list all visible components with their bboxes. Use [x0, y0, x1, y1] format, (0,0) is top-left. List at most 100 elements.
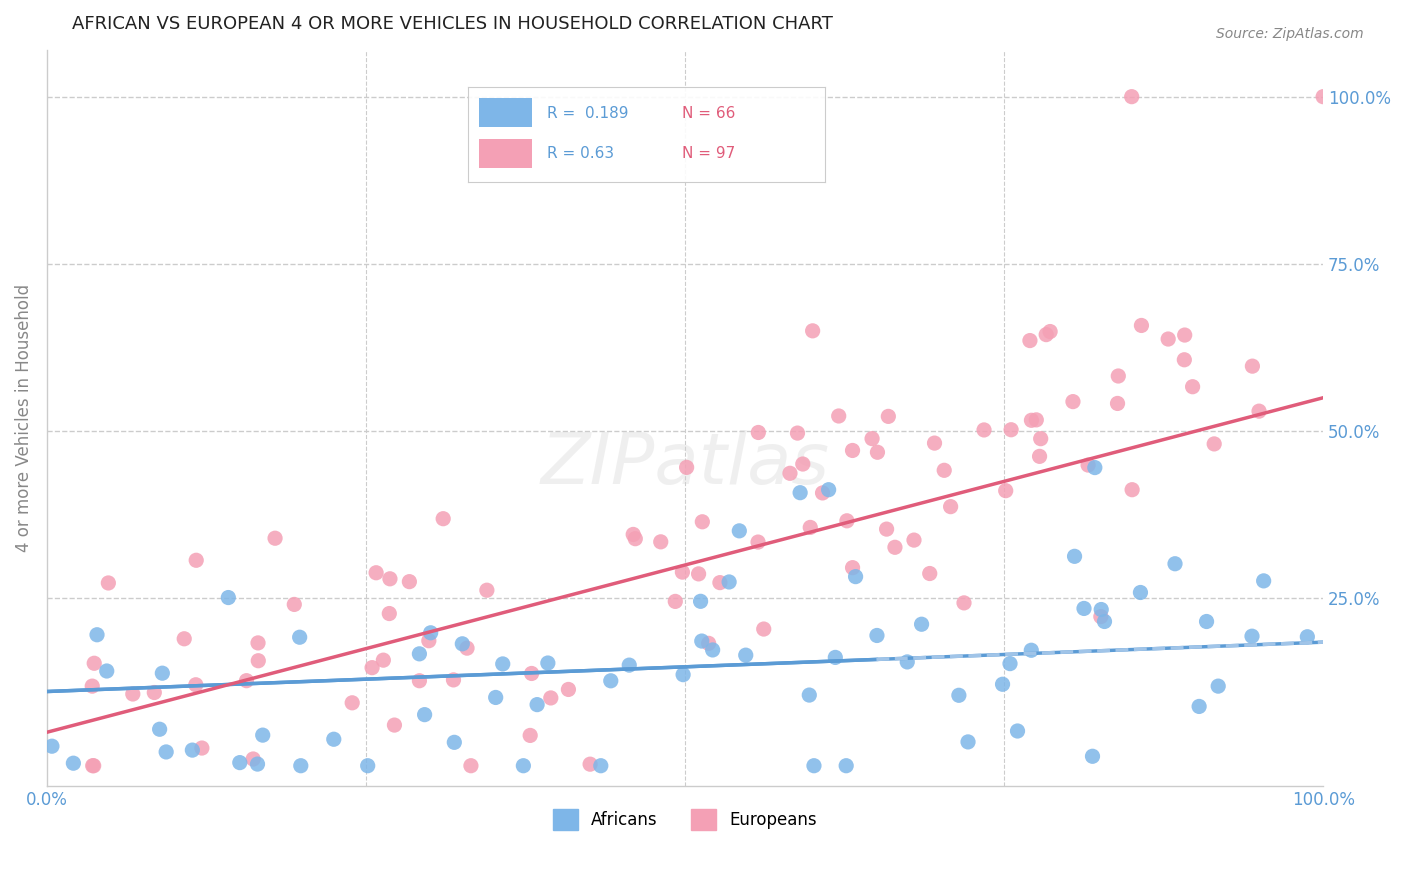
Europeans — [83, 657, 105, 671]
Africans — [485, 690, 508, 705]
Africans — [1084, 460, 1107, 475]
Europeans — [398, 574, 420, 589]
Y-axis label: 4 or more Vehicles in Household: 4 or more Vehicles in Household — [15, 284, 32, 552]
Europeans — [877, 409, 900, 424]
Europeans — [361, 660, 384, 674]
Africans — [357, 758, 380, 772]
Europeans — [378, 607, 401, 621]
Europeans — [1174, 328, 1197, 343]
Europeans — [340, 696, 363, 710]
Africans — [702, 643, 724, 657]
Europeans — [1019, 334, 1042, 348]
Europeans — [1077, 458, 1099, 472]
Africans — [1007, 724, 1029, 739]
Europeans — [1157, 332, 1180, 346]
Europeans — [994, 483, 1017, 498]
Europeans — [1029, 432, 1052, 446]
Africans — [690, 634, 713, 648]
Africans — [1253, 574, 1275, 588]
Europeans — [366, 566, 388, 580]
Europeans — [82, 758, 104, 772]
Europeans — [1062, 394, 1084, 409]
Europeans — [1000, 423, 1022, 437]
Europeans — [1181, 380, 1204, 394]
Europeans — [841, 560, 863, 574]
Europeans — [540, 690, 562, 705]
Europeans — [1035, 327, 1057, 342]
Africans — [413, 707, 436, 722]
Africans — [408, 647, 430, 661]
Africans — [288, 630, 311, 644]
Africans — [956, 735, 979, 749]
Europeans — [1204, 437, 1226, 451]
Europeans — [475, 583, 498, 598]
Africans — [252, 728, 274, 742]
Africans — [728, 524, 751, 538]
Africans — [689, 594, 711, 608]
Europeans — [624, 532, 647, 546]
Europeans — [664, 594, 686, 608]
Africans — [599, 673, 621, 688]
Europeans — [876, 522, 898, 536]
Africans — [619, 658, 641, 673]
Africans — [734, 648, 756, 662]
Africans — [512, 758, 534, 772]
Europeans — [953, 596, 976, 610]
Europeans — [792, 457, 814, 471]
Africans — [41, 739, 63, 754]
Europeans — [650, 534, 672, 549]
Europeans — [460, 758, 482, 772]
Africans — [246, 757, 269, 772]
Europeans — [121, 687, 143, 701]
Europeans — [1021, 413, 1043, 427]
Europeans — [373, 653, 395, 667]
Africans — [155, 745, 177, 759]
Africans — [1188, 699, 1211, 714]
Europeans — [1312, 89, 1334, 103]
Europeans — [1107, 396, 1129, 410]
Europeans — [418, 633, 440, 648]
Europeans — [903, 533, 925, 547]
Africans — [290, 758, 312, 772]
Europeans — [828, 409, 851, 423]
Europeans — [1121, 89, 1143, 103]
Africans — [789, 485, 811, 500]
Europeans — [1121, 483, 1143, 497]
Africans — [1081, 749, 1104, 764]
Africans — [948, 688, 970, 702]
Europeans — [973, 423, 995, 437]
Europeans — [143, 685, 166, 699]
Europeans — [82, 679, 104, 693]
Africans — [419, 625, 441, 640]
Europeans — [709, 575, 731, 590]
Africans — [1296, 630, 1319, 644]
Africans — [1019, 643, 1042, 657]
Africans — [672, 667, 695, 681]
Europeans — [235, 673, 257, 688]
Europeans — [786, 426, 808, 441]
Europeans — [247, 636, 270, 650]
Africans — [96, 664, 118, 678]
Africans — [150, 666, 173, 681]
Europeans — [779, 467, 801, 481]
Europeans — [432, 511, 454, 525]
Africans — [799, 688, 821, 702]
Europeans — [443, 673, 465, 687]
Text: Source: ZipAtlas.com: Source: ZipAtlas.com — [1216, 27, 1364, 41]
Africans — [1164, 557, 1187, 571]
Legend: Africans, Europeans: Africans, Europeans — [546, 803, 824, 837]
Africans — [1206, 679, 1229, 693]
Europeans — [247, 654, 270, 668]
Europeans — [747, 535, 769, 549]
Text: AFRICAN VS EUROPEAN 4 OR MORE VEHICLES IN HOUSEHOLD CORRELATION CHART: AFRICAN VS EUROPEAN 4 OR MORE VEHICLES I… — [73, 15, 834, 33]
Africans — [1090, 602, 1112, 616]
Africans — [149, 723, 172, 737]
Europeans — [841, 443, 863, 458]
Europeans — [866, 445, 889, 459]
Europeans — [811, 486, 834, 500]
Europeans — [934, 463, 956, 477]
Europeans — [520, 666, 543, 681]
Text: ZIPatlas: ZIPatlas — [540, 430, 830, 500]
Europeans — [675, 460, 697, 475]
Europeans — [918, 566, 941, 581]
